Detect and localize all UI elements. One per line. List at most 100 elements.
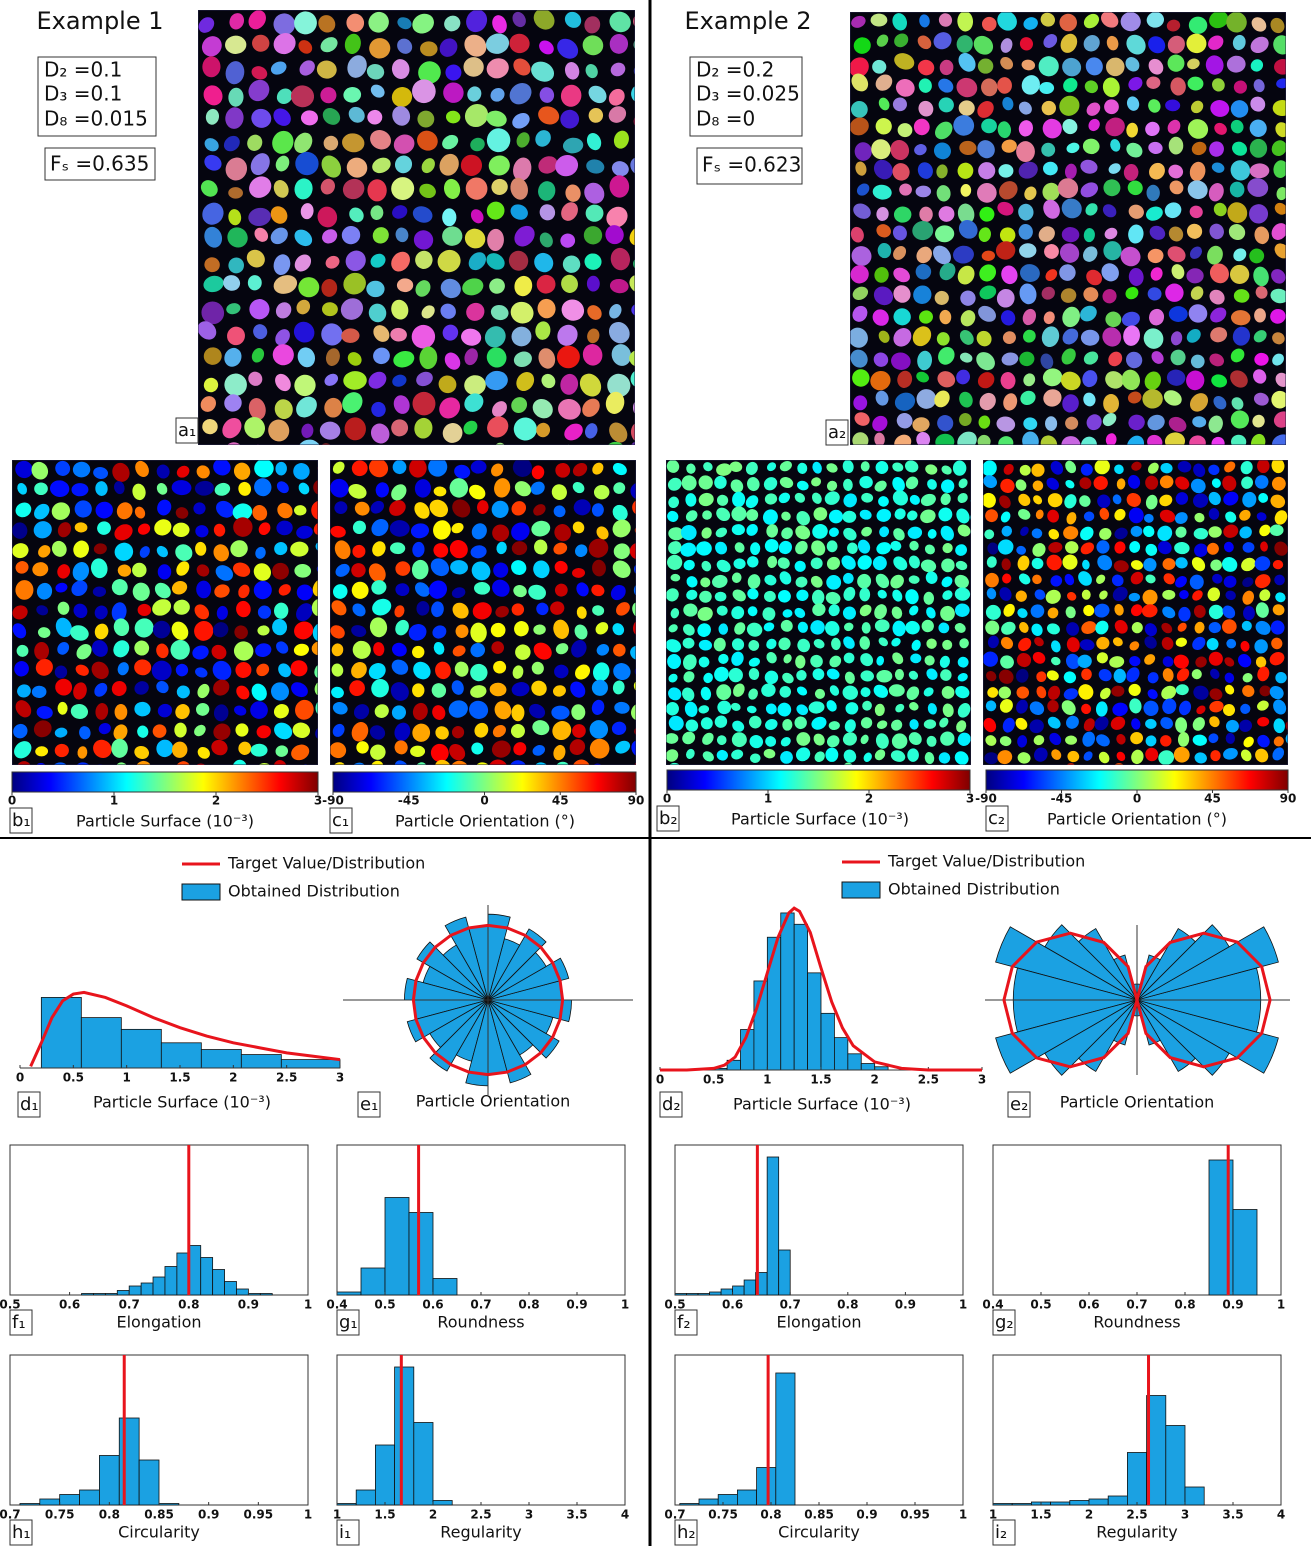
particle	[389, 520, 410, 537]
particle	[1024, 186, 1037, 201]
particle	[12, 543, 29, 559]
particle	[927, 703, 937, 715]
particle	[1038, 56, 1059, 77]
particle	[714, 591, 727, 602]
particle	[293, 321, 315, 343]
particle	[998, 181, 1018, 200]
particle	[1033, 495, 1043, 505]
particle	[874, 619, 890, 633]
particle	[562, 255, 581, 273]
particle	[685, 719, 699, 732]
particle	[1019, 37, 1033, 51]
particle	[489, 682, 507, 697]
particle	[390, 327, 407, 342]
x-tick-label: 2	[870, 1073, 878, 1087]
particle	[511, 560, 527, 575]
particle	[1210, 559, 1222, 571]
particle	[368, 11, 389, 33]
particle	[534, 252, 554, 273]
particle	[779, 461, 792, 472]
fs: Fₛ =0.623	[702, 153, 801, 177]
particle	[301, 423, 314, 439]
particle	[1189, 246, 1202, 259]
particle	[1047, 685, 1061, 700]
particle	[829, 685, 840, 696]
particle	[1094, 460, 1110, 475]
particle	[923, 591, 935, 605]
particle	[132, 483, 146, 501]
particle	[1099, 590, 1108, 600]
particle	[828, 721, 840, 731]
bar	[59, 1494, 80, 1506]
particle	[470, 545, 487, 559]
particle	[1175, 492, 1189, 505]
bar	[992, 1503, 1013, 1506]
particle	[893, 206, 912, 223]
particle	[1066, 637, 1080, 653]
particle	[762, 509, 778, 525]
bar	[336, 1291, 362, 1296]
particle	[290, 660, 308, 677]
particle	[1016, 545, 1027, 555]
x-tick-label: 0.5	[374, 1298, 395, 1312]
particle	[1000, 511, 1011, 523]
particle	[629, 542, 636, 560]
particle	[17, 684, 31, 698]
particle	[394, 740, 408, 755]
particle	[605, 391, 625, 414]
particle	[170, 639, 190, 660]
particle	[1121, 369, 1141, 391]
particle	[294, 374, 316, 397]
bar	[1127, 1452, 1148, 1506]
particle	[874, 703, 885, 717]
particle	[291, 682, 308, 698]
particle	[452, 602, 469, 619]
particle	[442, 423, 463, 443]
particle	[1023, 17, 1038, 30]
particle	[714, 715, 728, 728]
x-tick-label: 0.6	[422, 1298, 443, 1312]
particle	[270, 206, 288, 224]
particle	[1147, 248, 1164, 264]
x-tick-label: 0.8	[837, 1298, 858, 1312]
particle	[225, 157, 248, 181]
bar	[413, 1422, 434, 1506]
particle	[875, 733, 889, 749]
panel-label: a₁	[178, 420, 196, 441]
particle	[876, 34, 889, 47]
particle	[909, 702, 919, 711]
particle	[16, 644, 29, 657]
particle	[273, 13, 296, 36]
particle	[510, 204, 528, 220]
particle	[1077, 654, 1092, 668]
x-tick-label: -45	[1051, 792, 1073, 806]
particle	[35, 658, 53, 676]
particle	[320, 87, 337, 104]
bar	[1107, 1495, 1128, 1506]
x-tick-label: 0.6	[1078, 1298, 1099, 1312]
particle	[613, 130, 629, 149]
bar	[756, 1467, 777, 1506]
panel-label: g₂	[995, 1312, 1014, 1333]
colorbar	[11, 771, 319, 793]
particle	[276, 520, 293, 536]
particle	[551, 705, 570, 720]
particle	[452, 645, 466, 657]
particle	[921, 619, 934, 633]
particle	[918, 100, 934, 117]
particle	[667, 653, 681, 670]
particle	[1208, 604, 1224, 620]
particle	[175, 663, 189, 677]
particle	[73, 540, 89, 558]
particle	[268, 419, 290, 442]
particle	[782, 718, 793, 731]
particle	[176, 685, 190, 699]
particle	[320, 178, 335, 195]
particle	[609, 11, 631, 33]
particle	[703, 672, 713, 684]
particle	[213, 544, 229, 562]
panel-label-box	[9, 1519, 33, 1546]
particle	[294, 132, 313, 154]
particle	[1086, 269, 1103, 286]
particle	[986, 671, 997, 682]
